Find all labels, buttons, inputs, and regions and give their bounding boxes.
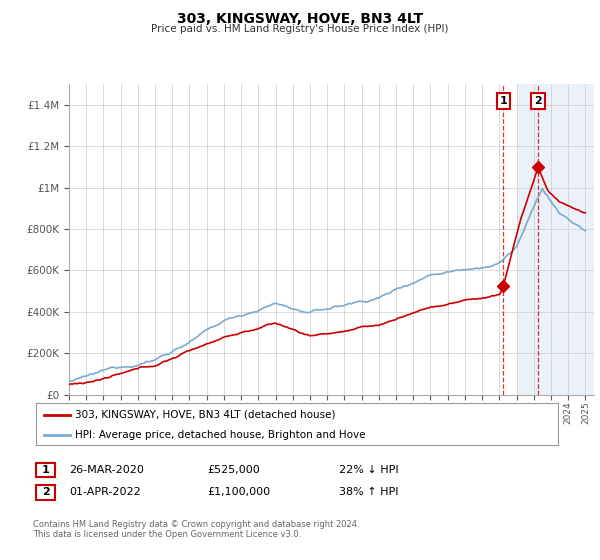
Text: 2: 2 bbox=[534, 96, 542, 106]
Text: 22% ↓ HPI: 22% ↓ HPI bbox=[339, 465, 398, 475]
Text: 26-MAR-2020: 26-MAR-2020 bbox=[69, 465, 144, 475]
Text: 2: 2 bbox=[42, 487, 49, 497]
Text: Price paid vs. HM Land Registry's House Price Index (HPI): Price paid vs. HM Land Registry's House … bbox=[151, 24, 449, 34]
Text: 01-APR-2022: 01-APR-2022 bbox=[69, 487, 141, 497]
Text: £525,000: £525,000 bbox=[207, 465, 260, 475]
Text: 1: 1 bbox=[42, 465, 49, 475]
Text: 38% ↑ HPI: 38% ↑ HPI bbox=[339, 487, 398, 497]
Bar bbox=[517, 84, 594, 395]
Text: HPI: Average price, detached house, Brighton and Hove: HPI: Average price, detached house, Brig… bbox=[75, 430, 365, 440]
Text: £1,100,000: £1,100,000 bbox=[207, 487, 270, 497]
Text: 303, KINGSWAY, HOVE, BN3 4LT (detached house): 303, KINGSWAY, HOVE, BN3 4LT (detached h… bbox=[75, 410, 335, 420]
Text: 1: 1 bbox=[499, 96, 507, 106]
Text: 303, KINGSWAY, HOVE, BN3 4LT: 303, KINGSWAY, HOVE, BN3 4LT bbox=[177, 12, 423, 26]
Text: Contains HM Land Registry data © Crown copyright and database right 2024.
This d: Contains HM Land Registry data © Crown c… bbox=[33, 520, 359, 539]
